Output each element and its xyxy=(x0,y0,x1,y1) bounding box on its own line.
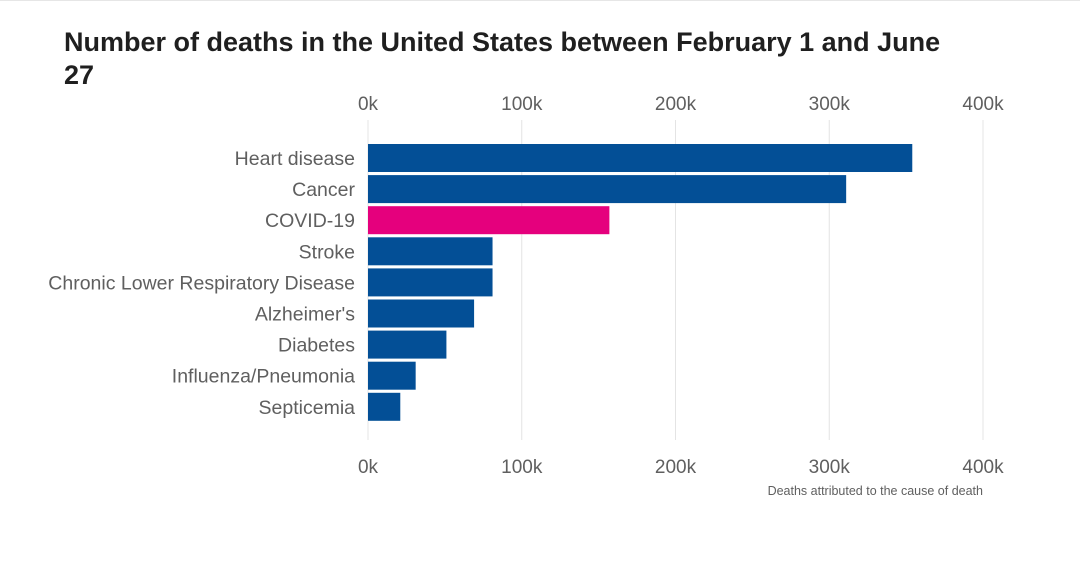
category-label: Heart disease xyxy=(235,148,355,170)
category-label: Diabetes xyxy=(278,335,355,357)
top-tick-label: 400k xyxy=(962,94,1004,115)
chart-title: Number of deaths in the United States be… xyxy=(64,27,941,90)
bottom-tick-label: 400k xyxy=(962,457,1004,478)
top-tick-label: 200k xyxy=(655,94,697,115)
bar xyxy=(368,361,416,390)
gridlines xyxy=(367,120,984,440)
category-label: Cancer xyxy=(292,179,355,201)
bar xyxy=(368,392,401,421)
top-tick-label: 300k xyxy=(809,94,851,115)
category-label: Chronic Lower Respiratory Disease xyxy=(48,272,355,294)
bar xyxy=(368,144,913,172)
top-divider xyxy=(0,0,1080,1)
bar xyxy=(368,299,475,328)
category-label: Alzheimer's xyxy=(255,304,355,326)
top-tick-label: 0k xyxy=(358,94,379,115)
bar xyxy=(368,175,847,204)
bottom-tick-label: 200k xyxy=(655,457,697,478)
bar xyxy=(368,330,447,359)
bottom-axis: 0k 100k 200k 300k 400k xyxy=(358,457,1004,478)
bar xyxy=(368,206,610,235)
bottom-tick-label: 0k xyxy=(358,457,379,478)
bottom-tick-label: 300k xyxy=(809,457,851,478)
top-axis: 0k 100k 200k 300k 400k xyxy=(358,94,1004,115)
x-axis-title: Deaths attributed to the cause of death xyxy=(768,484,983,498)
bar xyxy=(368,237,493,266)
category-label: Influenza/Pneumonia xyxy=(172,366,355,388)
category-labels: Heart disease Cancer COVID-19 Stroke Chronic… xyxy=(48,148,355,419)
top-tick-label: 100k xyxy=(501,94,543,115)
bottom-tick-label: 100k xyxy=(501,457,543,478)
category-label: COVID-19 xyxy=(265,210,355,232)
bar xyxy=(368,268,493,297)
category-label: Septicemia xyxy=(259,397,356,419)
bars xyxy=(368,144,913,421)
category-label: Stroke xyxy=(299,241,355,263)
